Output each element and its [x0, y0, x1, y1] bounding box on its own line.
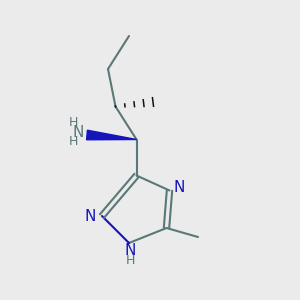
- Polygon shape: [87, 130, 136, 140]
- Text: H: H: [69, 135, 78, 148]
- Text: N: N: [85, 209, 96, 224]
- Text: N: N: [173, 180, 185, 195]
- Text: N: N: [125, 243, 136, 258]
- Text: N: N: [72, 125, 84, 140]
- Text: H: H: [69, 116, 78, 130]
- Text: H: H: [126, 254, 135, 267]
